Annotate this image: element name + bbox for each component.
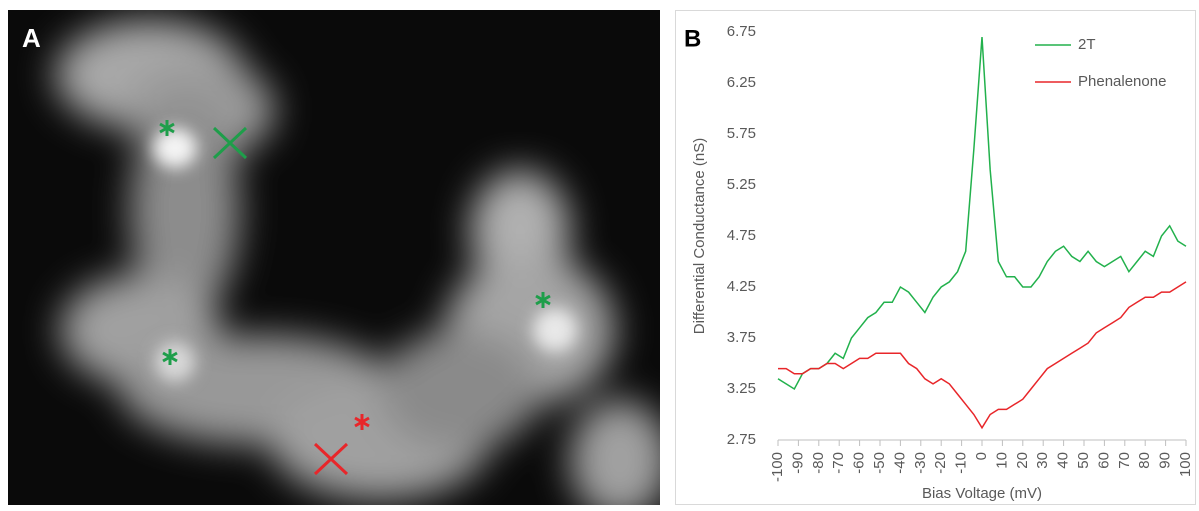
x-axis-title: Bias Voltage (mV) xyxy=(922,485,1042,502)
y-tick-label: 4.25 xyxy=(727,278,756,295)
x-tick-label: -20 xyxy=(932,452,949,474)
y-tick-label: 3.75 xyxy=(727,329,756,346)
x-tick-label: 50 xyxy=(1075,452,1092,469)
x-tick-label: -30 xyxy=(912,452,929,474)
x-tick-label: -50 xyxy=(871,452,888,474)
panel-label: A xyxy=(22,23,41,53)
x-tick-label: 10 xyxy=(993,452,1010,469)
y-tick-label: 4.75 xyxy=(727,227,756,244)
y-tick-label: 5.25 xyxy=(727,176,756,193)
panel-label: B xyxy=(684,25,701,52)
data-line xyxy=(778,281,1187,430)
x-tick-label: 60 xyxy=(1095,452,1112,469)
x-tick-label: -70 xyxy=(830,452,847,474)
x-tick-label: -60 xyxy=(851,452,868,474)
y-axis-title: Differential Conductance (nS) xyxy=(691,138,708,335)
x-tick-label: 70 xyxy=(1116,452,1133,469)
x-tick-label: 30 xyxy=(1034,452,1051,469)
x-tick-label: 0 xyxy=(973,452,990,460)
legend-label: 2T xyxy=(1078,36,1096,53)
y-tick-label: 6.75 xyxy=(727,23,756,40)
chart-frame xyxy=(675,10,1196,505)
x-tick-label: 80 xyxy=(1136,452,1153,469)
x-tick-label: -80 xyxy=(810,452,827,474)
x-tick-label: 40 xyxy=(1055,452,1072,469)
x-tick-label: 20 xyxy=(1014,452,1031,469)
x-tick-label: -100 xyxy=(769,452,786,482)
x-tick-label: -90 xyxy=(789,452,806,474)
x-tick-label: -10 xyxy=(953,452,970,474)
data-line xyxy=(777,37,1187,391)
y-tick-label: 3.25 xyxy=(727,380,756,397)
legend-label: Phenalenone xyxy=(1078,73,1166,90)
y-tick-label: 6.25 xyxy=(727,74,756,91)
y-tick-label: 5.75 xyxy=(727,125,756,142)
x-tick-label: 90 xyxy=(1157,452,1174,469)
x-tick-label: -40 xyxy=(891,452,908,474)
markers xyxy=(159,120,551,476)
y-tick-label: 2.75 xyxy=(727,431,756,448)
x-tick-label: 100 xyxy=(1177,452,1194,477)
stm-image xyxy=(8,10,660,505)
